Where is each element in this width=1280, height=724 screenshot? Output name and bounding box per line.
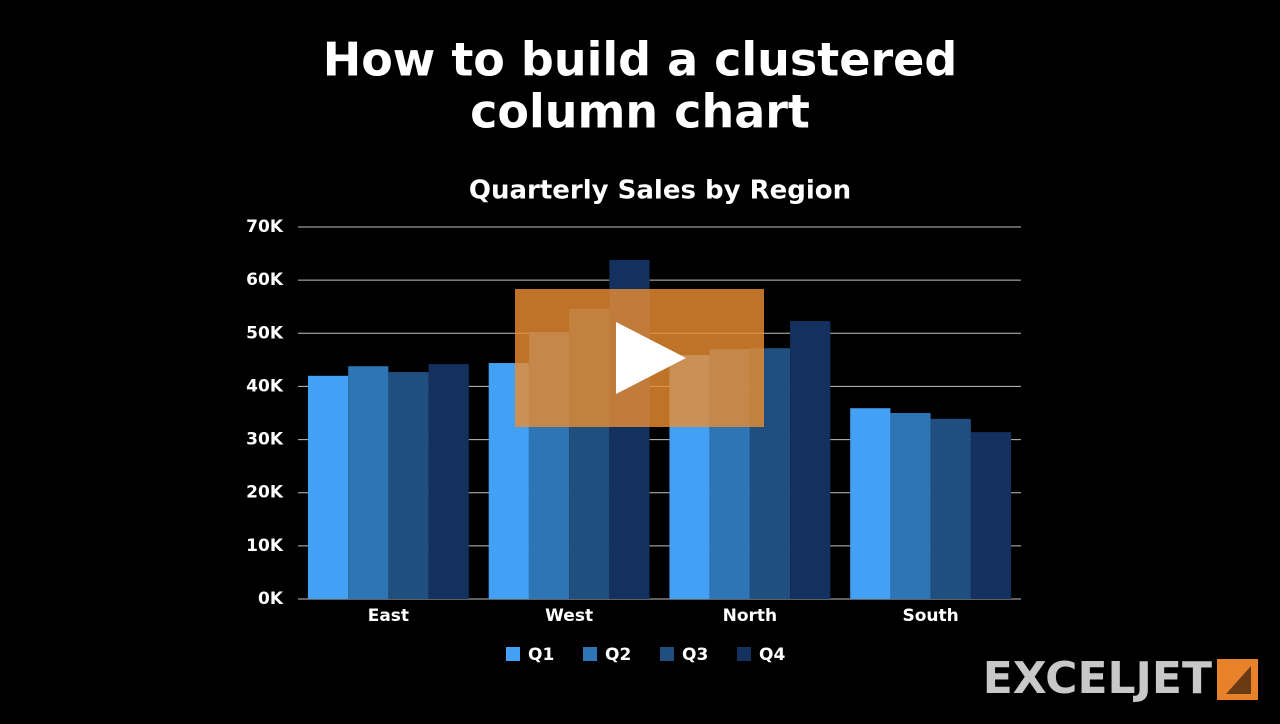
heading-line: How to build a clustered xyxy=(323,33,958,87)
bar xyxy=(970,432,1012,599)
legend-label: Q4 xyxy=(759,645,785,665)
brand: EXCELJET xyxy=(983,653,1212,704)
play-button[interactable] xyxy=(515,289,764,427)
bar xyxy=(348,366,389,599)
y-tick-label: 70K xyxy=(246,217,284,237)
legend-swatch xyxy=(660,647,674,661)
legend-swatch xyxy=(583,647,597,661)
y-tick-label: 50K xyxy=(246,323,284,343)
play-icon xyxy=(616,322,686,394)
play-triangle xyxy=(616,322,686,394)
y-tick-label: 40K xyxy=(246,376,284,396)
y-tick-label: 20K xyxy=(246,483,284,503)
legend-label: Q1 xyxy=(528,645,554,665)
bar xyxy=(388,372,429,599)
legend-label: Q3 xyxy=(682,645,708,665)
legend-swatch xyxy=(737,647,751,661)
bar xyxy=(428,364,469,599)
bar xyxy=(307,375,349,599)
heading-line: column chart xyxy=(470,85,810,139)
bar xyxy=(790,321,831,599)
y-tick-label: 30K xyxy=(246,430,284,450)
x-tick-label: North xyxy=(723,606,778,626)
bar xyxy=(890,413,931,599)
brand-logo-arrow xyxy=(1226,666,1251,694)
chart-title: Quarterly Sales by Region xyxy=(469,176,851,206)
legend-label: Q2 xyxy=(605,645,631,665)
y-tick-label: 0K xyxy=(258,589,284,609)
y-tick-label: 60K xyxy=(246,270,284,290)
bar xyxy=(930,418,971,599)
bar xyxy=(850,408,891,599)
y-tick-label: 10K xyxy=(246,536,284,556)
x-tick-label: West xyxy=(545,606,593,626)
x-tick-label: South xyxy=(902,606,958,626)
legend-swatch xyxy=(506,647,520,661)
x-tick-label: East xyxy=(368,606,409,626)
